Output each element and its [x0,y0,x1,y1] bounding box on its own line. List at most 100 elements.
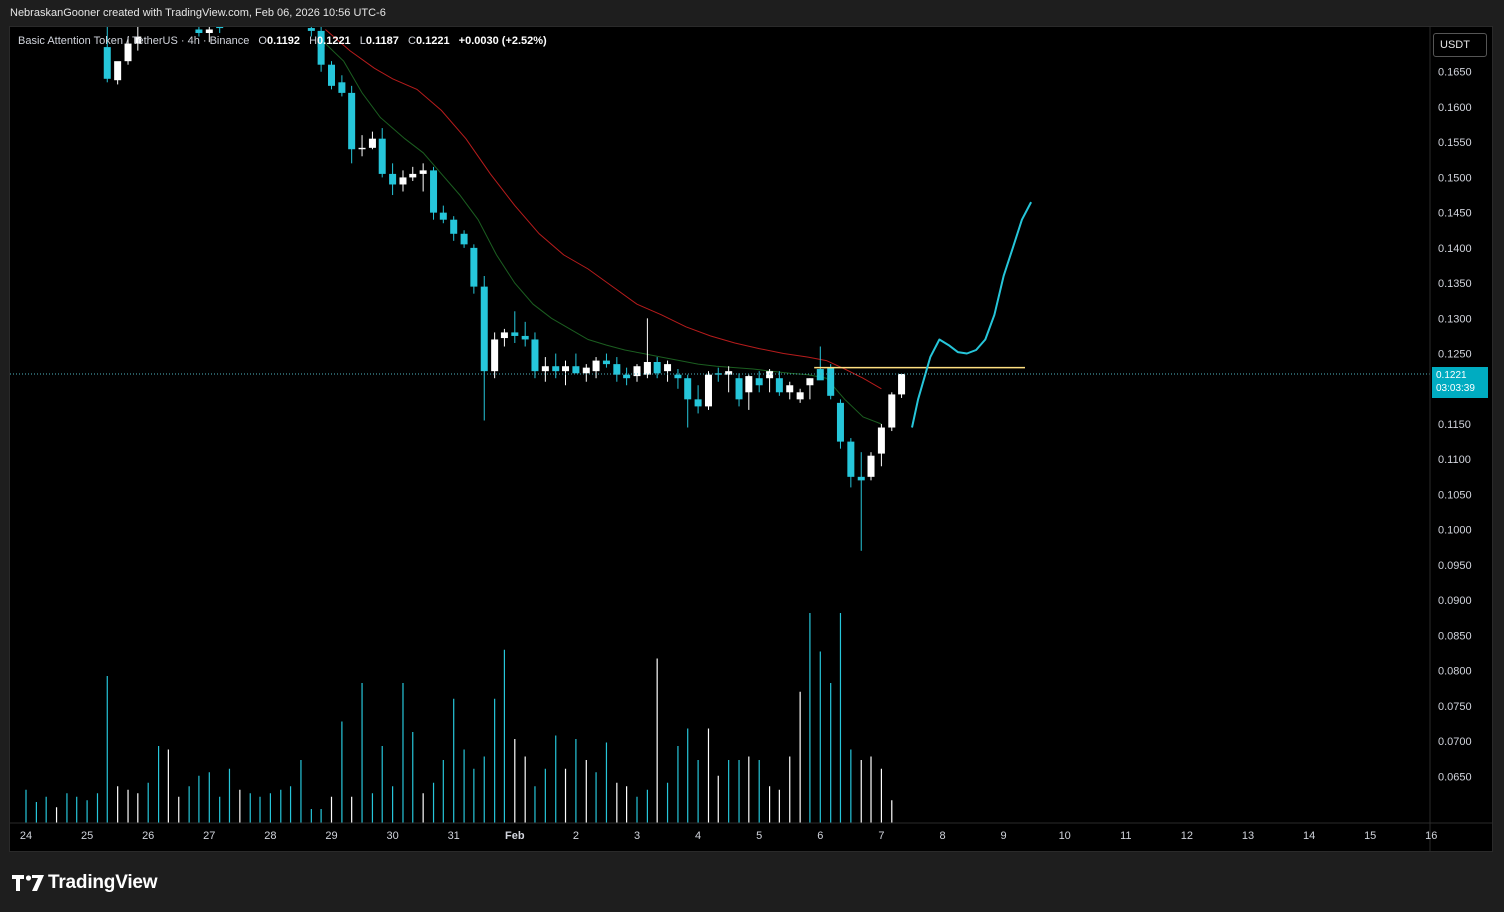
chart-frame[interactable]: 0.1650 0.1600 0.1550 0.1500 0.1450 0.1400 0.13… [9,26,1493,852]
candle-body [816,369,824,381]
price-tick-label: 0.1500 [1438,172,1472,184]
candle [694,385,702,414]
ema-layer [325,29,882,425]
candle-body [552,366,560,372]
low-value: 0.1187 [365,35,399,47]
candle-body [378,138,386,174]
candle-body [195,29,203,33]
candle-body [114,61,122,81]
candle-body [419,170,427,174]
price-tick-label: 0.1450 [1438,208,1472,220]
candle [552,353,560,379]
candle [796,388,804,403]
time-tick-label: 25 [81,830,93,842]
candle [460,230,468,248]
candle-body [103,47,111,79]
currency-unit-button[interactable]: USDT [1433,33,1487,57]
annotation-layer [10,201,1430,428]
candle-body [399,177,407,185]
price-tick-label: 0.1600 [1438,102,1472,114]
candle-body [766,371,774,379]
candle [389,163,397,196]
tradingview-logo[interactable]: TradingView [12,872,158,894]
candle-body [460,233,468,245]
open-value: 0.1192 [266,35,301,47]
candle [582,364,590,382]
left-border [0,26,9,852]
symbol-name[interactable]: Basic Attention Token / TetherUS · 4h · … [18,35,250,47]
time-tick-label: 30 [386,830,398,842]
time-axis: 24 25 26 27 28 29 30 31 Feb 2 3 4 5 6 7 8 9 10 11 12 13 14 15 1… [10,822,1492,842]
low-label: L [359,35,366,47]
candle-body [450,219,458,234]
candle [511,311,519,343]
candle-body [205,29,213,33]
high-label: H [309,35,318,47]
price-tick-label: 0.0750 [1438,701,1472,713]
candle [867,452,875,481]
candle-body [735,378,743,400]
candle-body [439,212,447,220]
price-tick-label: 0.0800 [1438,666,1472,678]
close-value: 0.1221 [415,35,450,47]
candle-body [755,378,763,386]
candle-body [613,364,621,375]
candle-body [847,441,855,477]
bar-countdown: 03:03:39 [1436,382,1475,394]
candle [613,357,621,382]
close-label: C [407,35,416,47]
candle [328,61,335,90]
ema-fast-line [325,43,882,425]
candle-body [806,378,814,386]
candle [725,366,733,393]
price-tick-label: 0.1150 [1438,419,1471,431]
time-tick-label: 14 [1303,830,1315,842]
candle-body [328,64,335,86]
candle-body [664,364,672,372]
price-tick-label: 0.0950 [1438,560,1472,572]
last-price-tag: 0.1221 03:03:39 [1432,366,1488,398]
candle [827,364,835,400]
candle [378,128,386,178]
time-tick-label: 31 [448,830,460,842]
price-tick-label: 0.1000 [1438,525,1472,537]
ema-slow-line [325,29,882,390]
projection-path [911,201,1032,428]
time-tick-label: 28 [264,830,276,842]
candle-body [888,394,896,428]
symbol-legend[interactable]: Basic Attention Token / TetherUS · 4h · … [18,35,547,47]
price-chart[interactable]: 0.1650 0.1600 0.1550 0.1500 0.1450 0.1400 0.13… [10,27,1493,852]
price-tick-label: 0.0650 [1438,771,1472,783]
candle [674,369,682,389]
price-tick-label: 0.0850 [1438,630,1472,642]
candle [480,276,488,421]
candle [714,367,722,382]
candle [103,27,111,83]
time-tick-label: 10 [1059,830,1071,842]
time-tick-label: 9 [1001,830,1007,842]
candle [541,357,549,382]
candle [338,75,346,97]
candle [500,328,508,347]
candle-body [836,402,844,442]
candle-body [857,476,865,481]
price-tick-label: 0.1650 [1438,67,1472,79]
candle-body [898,373,906,395]
candle [857,452,865,551]
candle-body [633,366,641,377]
candle [572,353,580,374]
candle-body [491,339,499,372]
candle-body [389,173,397,185]
price-tick-label: 0.0900 [1438,595,1472,607]
candle [898,373,906,398]
candle [623,367,631,386]
time-tick-label: 4 [695,830,701,842]
candle [775,371,783,396]
candle-body [500,332,508,339]
candle-body [358,147,366,150]
candle [643,318,651,379]
time-tick-label: Feb [505,830,525,842]
author-credit: NebraskanGooner created with TradingView… [10,7,386,19]
candle-body [531,339,539,372]
candles-layer [103,27,906,551]
